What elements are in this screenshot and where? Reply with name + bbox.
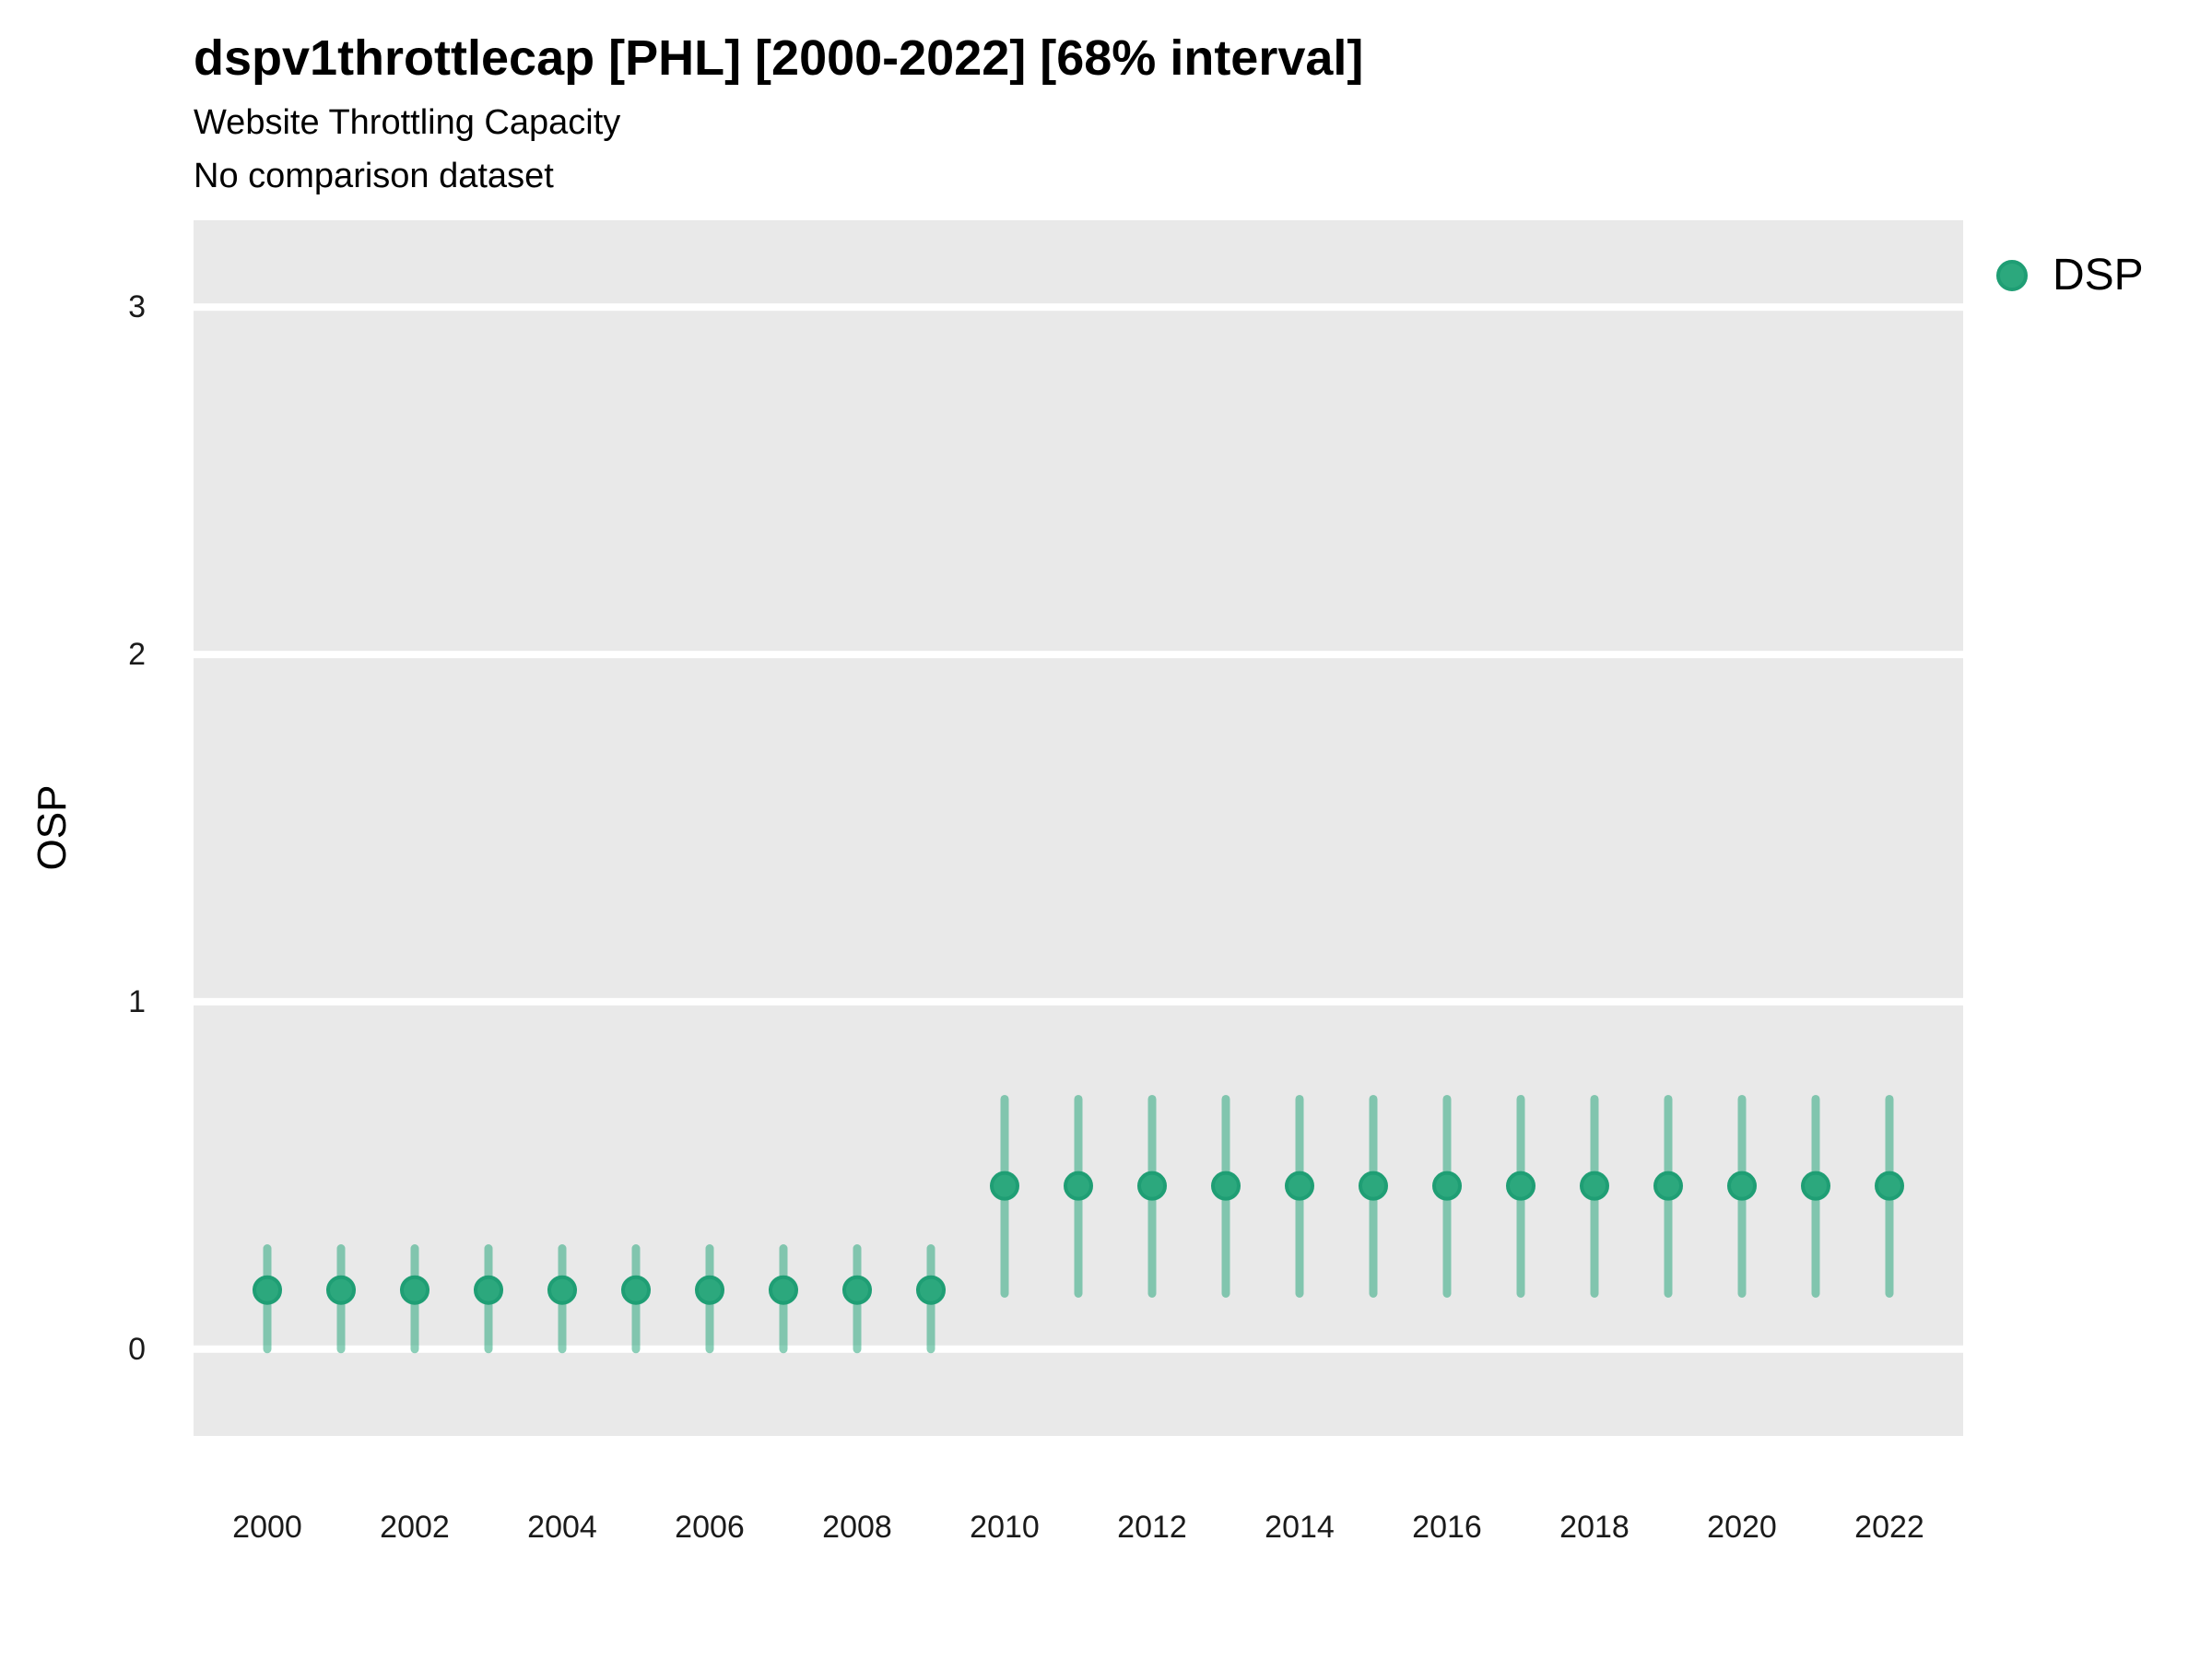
x-tick-label-2002: 2002 [380,1510,450,1545]
data-point-2011 [1064,1171,1093,1201]
legend-label: DSP [2053,251,2144,300]
y-tick-label-0: 0 [128,1331,146,1367]
data-point-2005 [621,1275,651,1305]
x-tick-label-2022: 2022 [1854,1510,1924,1545]
legend: DSP [1992,250,2144,300]
chart-subtitle: Website Throttling Capacity [194,103,621,142]
x-tick-label-2014: 2014 [1265,1510,1335,1545]
legend-circle-icon [1996,259,2028,291]
y-axis-title: OSP [29,784,75,871]
data-point-2006 [695,1275,724,1305]
x-tick-label-2006: 2006 [675,1510,745,1545]
data-point-2007 [769,1275,798,1305]
data-point-2019 [1653,1171,1683,1201]
data-point-2020 [1727,1171,1757,1201]
y-tick-label-3: 3 [128,289,146,325]
data-point-2022 [1875,1171,1904,1201]
data-point-2002 [400,1275,429,1305]
data-point-2014 [1285,1171,1314,1201]
data-point-2001 [326,1275,356,1305]
data-point-2021 [1801,1171,1830,1201]
data-point-2009 [916,1275,946,1305]
y-tick-label-1: 1 [128,983,146,1019]
x-tick-label-2012: 2012 [1117,1510,1187,1545]
data-point-2012 [1137,1171,1167,1201]
data-point-2008 [842,1275,872,1305]
data-point-2018 [1580,1171,1609,1201]
x-tick-label-2016: 2016 [1412,1510,1482,1545]
data-point-2004 [547,1275,577,1305]
data-point-2010 [990,1171,1019,1201]
x-tick-label-2010: 2010 [970,1510,1040,1545]
x-tick-label-2004: 2004 [527,1510,597,1545]
plot-area [194,303,1963,1354]
plot-panel [194,220,1963,1436]
data-point-2015 [1359,1171,1388,1201]
data-point-2000 [253,1275,282,1305]
data-point-2013 [1211,1171,1241,1201]
data-point-2017 [1506,1171,1535,1201]
data-point-2003 [474,1275,503,1305]
chart-title: dspv1throttlecap [PHL] [2000-2022] [68% … [194,30,1364,86]
x-tick-label-2000: 2000 [232,1510,302,1545]
y-tick-label-2: 2 [128,637,146,673]
chart-note: No comparison dataset [194,157,554,195]
x-tick-label-2020: 2020 [1707,1510,1777,1545]
x-tick-label-2008: 2008 [822,1510,892,1545]
x-tick-label-2018: 2018 [1559,1510,1630,1545]
data-point-2016 [1432,1171,1462,1201]
